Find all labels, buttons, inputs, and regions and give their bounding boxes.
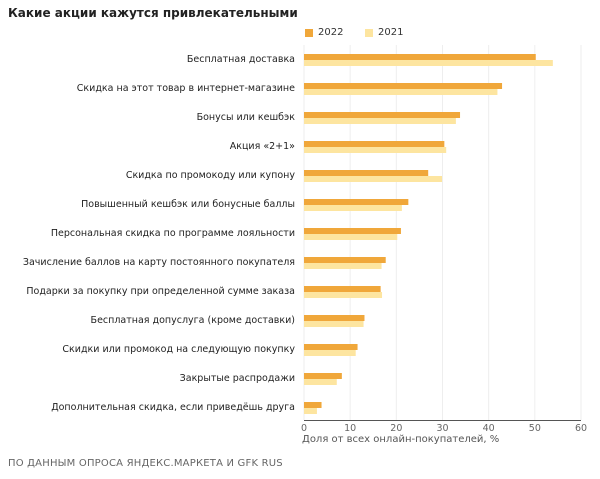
category-label: Зачисление баллов на карту постоянного п…: [23, 257, 295, 268]
category-label: Бесплатная доставка: [187, 54, 295, 65]
x-tick-label: 60: [575, 423, 587, 434]
legend-swatch: [305, 28, 313, 37]
bar-2021: [304, 350, 356, 356]
bar-2022: [304, 228, 401, 234]
bar-2022: [304, 315, 365, 321]
bar-2022: [304, 344, 358, 350]
legend-label: 2022: [318, 27, 344, 38]
category-label: Бесплатная допуслуга (кроме доставки): [91, 315, 295, 326]
bar-2021: [304, 379, 337, 385]
legend-item-2021: 2021: [365, 27, 403, 38]
bar-2022: [304, 170, 429, 176]
category-label: Скидка на этот товар в интернет-магазине: [77, 83, 295, 94]
bar-2021: [304, 147, 447, 153]
legend-item-2022: 2022: [305, 27, 343, 38]
x-tick-label: 30: [436, 423, 448, 434]
bar-2021: [304, 321, 364, 327]
x-axis-label: Доля от всех онлайн-покупателей, %: [302, 434, 500, 445]
bar-2022: [304, 112, 461, 118]
category-label: Акция «2+1»: [230, 141, 295, 152]
x-tick-label: 20: [390, 423, 402, 434]
legend-label: 2021: [378, 27, 404, 38]
bar-2021: [304, 263, 382, 269]
bar-2021: [304, 176, 443, 182]
x-tick-label: 40: [483, 423, 495, 434]
legend-swatch: [365, 28, 373, 37]
bar-2022: [304, 83, 503, 89]
x-tick-label: 50: [529, 423, 541, 434]
bar-2022: [304, 402, 322, 408]
bar-2022: [304, 199, 409, 205]
chart-title: Какие акции кажутся привлекательными: [8, 6, 298, 20]
category-label: Бонусы или кешбэк: [197, 112, 296, 123]
bar-2022: [304, 257, 386, 263]
bar-2021: [304, 205, 402, 211]
bar-2021: [304, 234, 398, 240]
category-label: Закрытые распродажи: [180, 373, 295, 384]
category-label: Скидки или промокод на следующую покупку: [62, 344, 295, 355]
bar-2022: [304, 373, 342, 379]
category-label: Дополнительная скидка, если приведёшь др…: [51, 402, 295, 413]
bar-2021: [304, 292, 383, 298]
x-tick-label: 0: [301, 423, 307, 434]
bar-2021: [304, 89, 498, 95]
bar-2022: [304, 286, 381, 292]
bar-2021: [304, 118, 456, 124]
category-label: Скидка по промокоду или купону: [126, 170, 296, 181]
x-tick-label: 10: [344, 423, 356, 434]
category-label: Повышенный кешбэк или бонусные баллы: [81, 199, 295, 210]
category-label: Подарки за покупку при определенной сумм…: [26, 286, 295, 297]
bar-2021: [304, 60, 553, 66]
source-footer: ПО ДАННЫМ ОПРОСА ЯНДЕКС.МАРКЕТА И GFK RU…: [8, 458, 283, 469]
category-label: Персональная скидка по программе лояльно…: [51, 228, 295, 239]
bar-2022: [304, 54, 536, 60]
bar-2021: [304, 408, 317, 414]
bar-2022: [304, 141, 445, 147]
